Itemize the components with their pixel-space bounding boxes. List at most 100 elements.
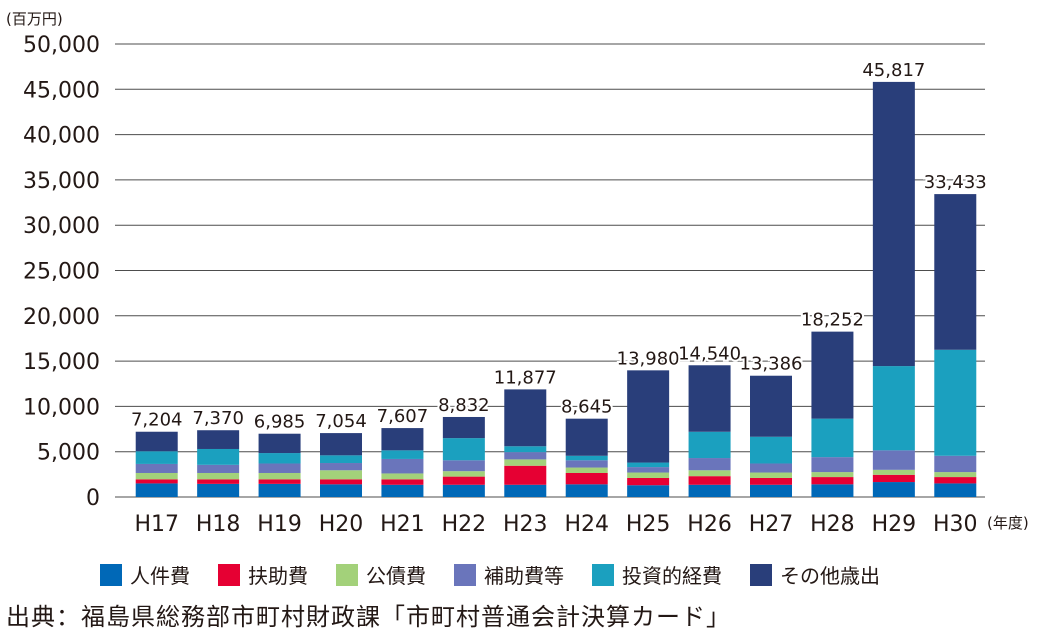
legend: 人件費 扶助費 公債費 補助費等 投資的経費 その他歳出: [100, 560, 880, 589]
total-label: 14,540: [678, 343, 741, 364]
bar-segment: [320, 484, 362, 497]
bar-segment: [934, 472, 977, 478]
bar-segment: [565, 467, 608, 473]
bar-segment: [197, 448, 240, 465]
legend-item: 人件費: [100, 560, 190, 589]
x-tick-label: H19: [257, 512, 302, 537]
bar-segment: [934, 477, 977, 484]
bar-segment: [627, 472, 670, 478]
bar-segment: [504, 484, 547, 497]
bar-segment: [258, 453, 301, 464]
bar-segment: [811, 472, 854, 478]
x-tick-label: H25: [626, 512, 671, 537]
total-label: 7,204: [131, 410, 183, 431]
legend-item: 公債費: [336, 560, 426, 589]
bar-segment: [688, 431, 731, 459]
bar-segment: [565, 484, 608, 497]
bar-segment: [872, 469, 915, 475]
bar-segment: [504, 389, 547, 447]
bar-segment: [688, 458, 731, 471]
bar-segment: [320, 455, 362, 464]
bar-segment: [750, 477, 792, 485]
total-label: 13,386: [740, 354, 803, 375]
bar-segment: [750, 375, 792, 437]
bar-segment: [872, 366, 915, 451]
bar-segment: [197, 472, 240, 480]
x-tick-label: H18: [196, 512, 241, 537]
y-tick-label: 35,000: [23, 169, 100, 194]
bar-segment: [504, 446, 547, 453]
bar-segment: [750, 472, 792, 478]
bar-segment: [381, 428, 424, 451]
y-tick-label: 20,000: [23, 305, 100, 330]
bar-segment: [872, 81, 915, 367]
bar-segment: [688, 470, 731, 477]
bar-segment: [135, 472, 178, 480]
bar-segment: [750, 484, 792, 497]
y-tick-label: 15,000: [23, 350, 100, 375]
bar-segment: [442, 484, 485, 497]
x-tick-label: H21: [380, 512, 425, 537]
legend-item: 投資的経費: [592, 560, 722, 589]
legend-item: その他歳出: [750, 560, 880, 589]
x-tick-label: H29: [872, 512, 917, 537]
y-tick-label: 5,000: [37, 441, 100, 466]
bar-segment: [258, 463, 301, 473]
bar-segment: [934, 194, 977, 350]
total-label: 7,607: [377, 406, 429, 427]
y-tick-label: 45,000: [23, 78, 100, 103]
bar-segment: [442, 416, 485, 439]
total-label: 7,370: [192, 408, 244, 429]
legend-swatch: [750, 563, 772, 586]
bar-segment: [565, 460, 608, 468]
y-tick-label: 50,000: [23, 33, 100, 58]
bar-segment: [750, 463, 792, 473]
bar-segment: [135, 451, 178, 464]
bar-segment: [197, 483, 240, 497]
bar-segment: [258, 472, 301, 480]
legend-swatch: [592, 563, 614, 586]
bar-segment: [934, 349, 977, 456]
bar-segment: [872, 474, 915, 483]
bar-segment: [688, 476, 731, 485]
bar-segment: [627, 467, 670, 473]
y-axis-unit-label: (百万円): [6, 10, 63, 28]
gridlines: [115, 43, 985, 498]
source-note: 出典：福島県総務部市町村財政課「市町村普通会計決算カード」: [6, 603, 731, 631]
x-tick-label: H30: [933, 512, 978, 537]
bar-segment: [811, 457, 854, 473]
bar-segment: [320, 470, 362, 480]
legend-label: その他歳出: [780, 564, 880, 588]
bar-segment: [135, 463, 178, 473]
x-tick-label: H23: [503, 512, 548, 537]
bar-segment: [320, 433, 362, 456]
y-tick-label: 10,000: [23, 395, 100, 420]
total-label: 8,645: [561, 397, 613, 418]
bar-segment: [320, 463, 362, 471]
bar-segment: [565, 418, 608, 456]
x-tick-label: H22: [442, 512, 487, 537]
total-label: 7,054: [315, 411, 367, 432]
bar-segment: [135, 431, 178, 452]
x-tick-label: H17: [134, 512, 179, 537]
bar-segment: [811, 418, 854, 458]
bar-segment: [442, 460, 485, 472]
x-axis-tick-labels: H17 H18 H19 H20 H21 H22 H23 H24 H25 H26 H27 H28 H29 H…: [134, 512, 977, 537]
bar-segment: [442, 471, 485, 477]
bar-segment: [934, 483, 977, 497]
bar-segment: [627, 370, 670, 463]
bar-segment: [565, 455, 608, 461]
bar-segment: [811, 484, 854, 497]
bar-segment: [258, 433, 301, 454]
legend-swatch: [336, 563, 358, 586]
y-tick-label: 0: [86, 486, 100, 511]
total-label: 45,817: [862, 60, 925, 81]
bar-segment: [627, 462, 670, 468]
x-tick-label: H26: [687, 512, 732, 537]
legend-label: 投資的経費: [622, 564, 722, 588]
bar-segment: [504, 459, 547, 466]
y-tick-label: 30,000: [23, 214, 100, 239]
bar-segment: [381, 458, 424, 474]
legend-label: 公債費: [366, 564, 426, 588]
x-tick-label: H24: [564, 512, 609, 537]
